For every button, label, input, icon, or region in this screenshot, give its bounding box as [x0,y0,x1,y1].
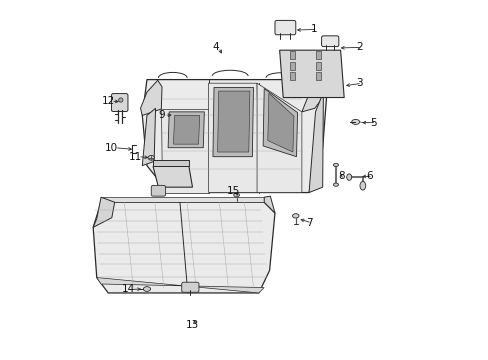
FancyBboxPatch shape [274,21,295,35]
FancyBboxPatch shape [321,36,338,46]
Ellipse shape [359,181,365,190]
FancyBboxPatch shape [111,94,128,112]
Polygon shape [168,112,204,148]
Text: 11: 11 [128,152,142,162]
Ellipse shape [333,183,338,186]
Ellipse shape [346,174,351,180]
Bar [290,62,295,69]
Polygon shape [217,91,249,152]
Bar [290,72,295,80]
Polygon shape [212,87,253,157]
Text: 3: 3 [355,78,362,88]
Text: 8: 8 [337,171,344,181]
Polygon shape [93,202,274,293]
Ellipse shape [148,156,154,160]
Polygon shape [161,109,208,193]
Text: 6: 6 [366,171,372,181]
Polygon shape [279,50,344,98]
Bar [316,51,321,59]
Polygon shape [308,92,323,193]
Text: 10: 10 [105,143,118,153]
Text: 15: 15 [226,186,240,196]
Ellipse shape [119,98,122,102]
Text: 1: 1 [310,24,317,35]
Bar [290,51,295,59]
Text: 5: 5 [369,118,376,128]
Text: 14: 14 [121,284,134,294]
Ellipse shape [333,163,338,167]
Polygon shape [153,160,188,166]
Ellipse shape [351,120,359,125]
Ellipse shape [292,214,298,218]
FancyBboxPatch shape [182,282,199,292]
Polygon shape [301,81,326,112]
Ellipse shape [143,287,150,291]
Text: 13: 13 [185,320,199,330]
Polygon shape [142,80,326,193]
Text: 7: 7 [305,218,312,228]
Polygon shape [263,89,297,157]
Bar [316,62,321,69]
Polygon shape [267,93,293,152]
Bar [316,72,321,80]
Polygon shape [142,108,155,166]
FancyBboxPatch shape [151,185,165,196]
Polygon shape [140,80,162,116]
Polygon shape [264,196,274,213]
Polygon shape [93,197,115,227]
Text: 4: 4 [212,42,219,52]
Text: 2: 2 [355,42,362,52]
Polygon shape [97,278,264,293]
Polygon shape [101,197,264,202]
Ellipse shape [233,193,239,197]
Polygon shape [173,116,199,144]
Text: 9: 9 [159,111,165,121]
Text: 12: 12 [102,96,115,106]
Polygon shape [153,166,192,187]
Polygon shape [257,83,301,193]
Polygon shape [208,83,258,193]
